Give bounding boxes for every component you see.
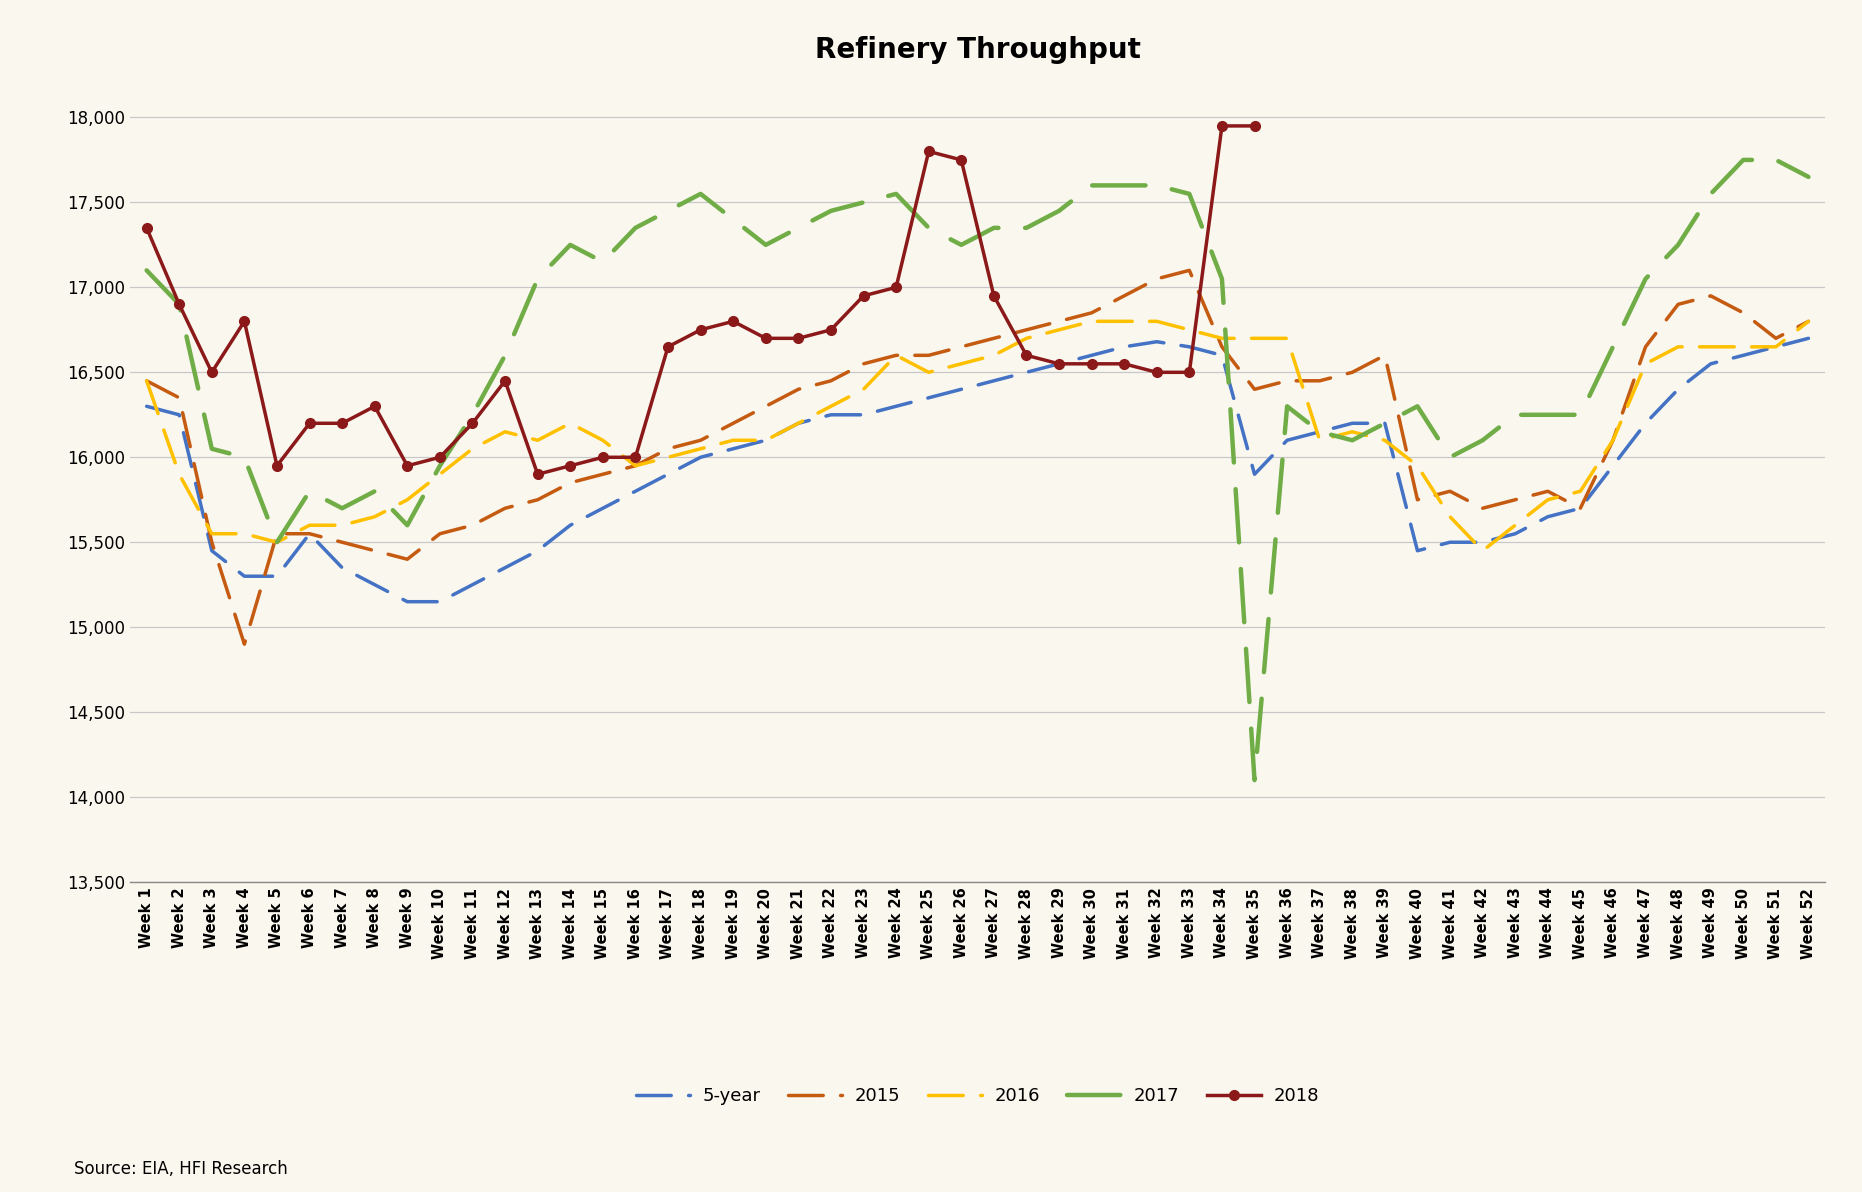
2018 [918,144,940,159]
Line: 2017: 2017 [147,160,1808,780]
5-year [136,399,158,414]
2015 [136,373,158,387]
2017 [1015,221,1037,235]
2015 [1179,263,1201,278]
2016 [722,433,745,447]
2017 [1210,272,1233,286]
2018 [722,315,745,329]
Text: Source: EIA, HFI Research: Source: EIA, HFI Research [74,1160,289,1178]
Title: Refinery Throughput: Refinery Throughput [814,37,1141,64]
2017 [136,263,158,278]
2016 [1244,331,1266,346]
2017 [1244,772,1266,787]
2016 [918,365,940,379]
2015 [754,399,776,414]
Legend: 5-year, 2015, 2016, 2017, 2018: 5-year, 2015, 2016, 2017, 2018 [629,1080,1326,1112]
Line: 5-year: 5-year [147,339,1808,602]
Line: 2018: 2018 [142,122,1259,479]
2018 [266,459,289,473]
2015 [233,637,255,651]
2015 [1048,315,1071,329]
2017 [266,535,289,550]
2016 [1179,323,1201,337]
2016 [1080,315,1102,329]
5-year [1797,331,1819,346]
2018 [1145,365,1167,379]
2017 [722,212,745,226]
2016 [1797,315,1819,329]
5-year [266,569,289,583]
Line: 2015: 2015 [147,271,1808,644]
5-year [754,433,776,447]
2017 [1732,153,1754,167]
5-year [397,595,419,609]
2017 [1797,169,1819,184]
2016 [136,373,158,387]
2017 [1145,179,1167,193]
5-year [950,383,972,397]
5-year [1244,467,1266,482]
2016 [1015,331,1037,346]
2015 [950,340,972,354]
2018 [136,221,158,235]
2015 [298,527,320,541]
2015 [1797,315,1819,329]
Line: 2016: 2016 [147,322,1808,551]
5-year [1700,356,1722,371]
2016 [1471,544,1493,558]
2015 [1275,373,1298,387]
5-year [1179,340,1201,354]
2015 [1210,340,1233,354]
2018 [1210,119,1233,134]
2016 [266,535,289,550]
2017 [918,221,940,235]
